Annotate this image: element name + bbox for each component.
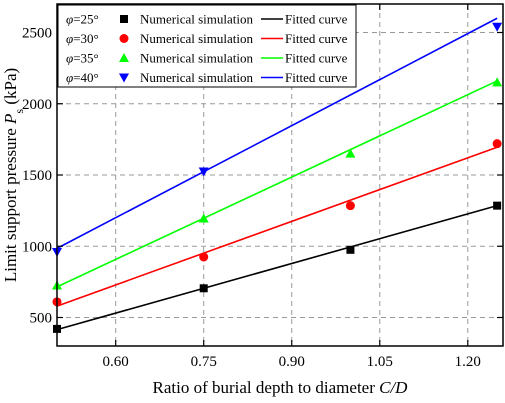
x-tick-label: 1.20 xyxy=(455,354,481,370)
x-tick-label: 0.90 xyxy=(279,354,305,370)
legend: φ=25° Numerical simulation Fitted curveφ=3… xyxy=(57,4,357,88)
legend-marker xyxy=(119,73,129,83)
legend-phi-value: =30° xyxy=(73,31,99,46)
data-point xyxy=(345,148,356,158)
legend-fit-label: Fitted curve xyxy=(285,51,348,66)
y-axis-label: Limit support pressure Ps (kPa) xyxy=(1,68,26,282)
legend-marker xyxy=(120,15,128,23)
legend-phi-symbol: φ xyxy=(66,51,73,66)
fitted-line xyxy=(56,17,498,250)
legend-phi-value: =40° xyxy=(73,70,99,85)
tick-labels: 0.60 0.75 0.90 1.05 1.20 500 1000 1500 2000 2500 xyxy=(22,26,481,371)
legend-fit-label: Fitted curve xyxy=(285,12,348,27)
y-tick-label: 1500 xyxy=(22,168,52,184)
y-tick-label: 500 xyxy=(30,311,53,327)
legend-marker xyxy=(119,53,129,62)
legend-phi-symbol: φ xyxy=(66,12,73,27)
y-axis-label-symbol: P xyxy=(1,114,20,125)
legend-series-name: φ=25° xyxy=(66,12,99,27)
x-tick-label: 0.60 xyxy=(103,354,129,370)
legend-scatter-label: Numerical simulation xyxy=(140,70,254,85)
data-point xyxy=(346,245,355,254)
data-point xyxy=(345,201,355,211)
x-axis-label: Ratio of burial depth to diameter C/D xyxy=(153,378,409,397)
legend-series-name: φ=35° xyxy=(66,51,99,66)
legend-box xyxy=(57,4,357,88)
fitted-line xyxy=(56,146,498,307)
legend-series-name: φ=40° xyxy=(66,70,99,85)
legend-fit-label: Fitted curve xyxy=(285,70,348,85)
x-tick-label: 1.05 xyxy=(367,354,393,370)
fitted-curves xyxy=(56,17,498,331)
y-axis-label-unit: (kPa) xyxy=(1,68,20,109)
data-point xyxy=(492,77,503,87)
data-point xyxy=(492,22,503,32)
legend-scatter-label: Numerical simulation xyxy=(140,31,254,46)
y-axis-label-main: Limit support pressure xyxy=(1,124,20,282)
legend-phi-symbol: φ xyxy=(66,31,73,46)
x-axis-label-main: Ratio of burial depth to diameter xyxy=(153,378,380,397)
y-tick-label: 2000 xyxy=(22,97,52,113)
data-point xyxy=(198,213,209,223)
fitted-line xyxy=(56,80,498,288)
legend-fit-label: Fitted curve xyxy=(285,31,348,46)
fitted-line xyxy=(56,204,498,331)
x-tick-label: 0.75 xyxy=(191,354,217,370)
data-point xyxy=(199,284,208,293)
legend-phi-value: =25° xyxy=(73,12,99,27)
legend-marker xyxy=(119,34,129,43)
legend-phi-symbol: φ xyxy=(66,70,73,85)
data-point xyxy=(199,252,209,262)
y-tick-label: 2500 xyxy=(22,26,52,42)
data-point xyxy=(492,139,502,149)
y-tick-label: 1000 xyxy=(22,239,52,255)
legend-scatter-label: Numerical simulation xyxy=(140,51,254,66)
y-axis-label-subscript: s xyxy=(12,109,26,114)
data-point xyxy=(198,167,209,177)
legend-series-name: φ=30° xyxy=(66,31,99,46)
legend-scatter-label: Numerical simulation xyxy=(140,12,254,27)
legend-phi-value: =35° xyxy=(73,51,99,66)
data-point xyxy=(493,201,502,210)
x-axis-label-symbol: C/D xyxy=(379,378,408,397)
